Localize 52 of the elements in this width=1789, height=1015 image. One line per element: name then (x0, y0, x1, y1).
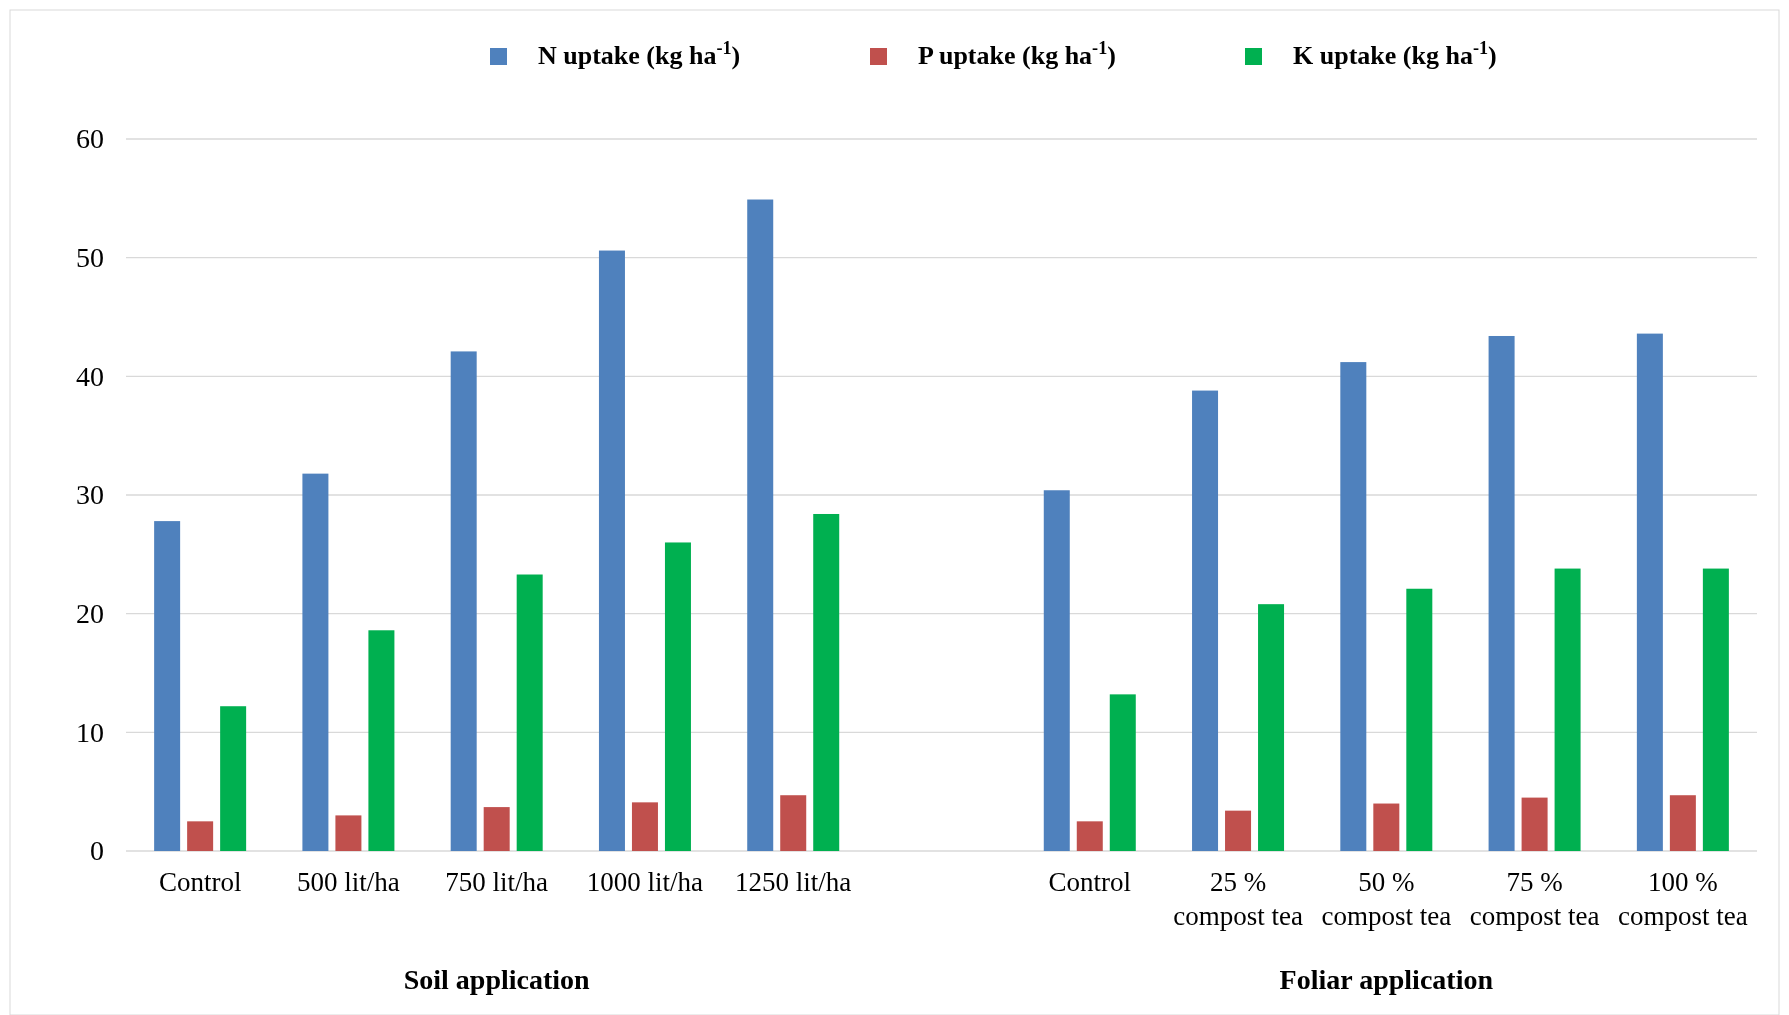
x-tick-label: 500 lit/ha (297, 867, 400, 897)
bar (780, 795, 807, 851)
y-tick-label: 60 (76, 123, 104, 155)
x-tick-label: 750 lit/ha (445, 867, 549, 897)
bar (1488, 335, 1515, 851)
y-tick-label: 30 (76, 479, 104, 511)
bar (1109, 694, 1136, 851)
bar (154, 521, 181, 851)
y-tick-label: 50 (76, 242, 104, 274)
bar (302, 473, 329, 851)
bar (483, 807, 510, 851)
bar (1521, 797, 1548, 851)
legend-label: P uptake (kg ha$^{-1}$) (918, 38, 1116, 70)
bar (1225, 810, 1252, 851)
bar (1702, 568, 1729, 851)
bar (1406, 588, 1433, 851)
bar (1192, 390, 1219, 851)
bar (335, 815, 362, 851)
x-tick-label: 1250 lit/ha (735, 867, 852, 897)
y-tick-label: 20 (76, 598, 104, 630)
bar (1340, 362, 1367, 851)
bar (1554, 568, 1581, 851)
bar (450, 351, 477, 851)
bar (1373, 803, 1400, 851)
bar (187, 821, 214, 851)
x-tick-label: 50 % compost tea (1321, 867, 1452, 931)
y-tick-label: 0 (90, 835, 104, 867)
bar (1636, 333, 1663, 851)
legend-label: K uptake (kg ha$^{-1}$) (1293, 38, 1497, 70)
bar (1076, 821, 1103, 851)
x-tick-label: 25 % compost tea (1173, 867, 1303, 931)
x-tick-label: Control (1048, 867, 1132, 897)
bar (1669, 795, 1696, 851)
bar (664, 542, 691, 851)
text: Soil application (403, 964, 591, 995)
bar (1258, 604, 1285, 851)
bar (1043, 490, 1070, 851)
x-tick-label: 1000 lit/ha (586, 867, 704, 897)
text: Foliar application (1279, 964, 1494, 995)
x-tick-label: 100 % compost tea (1618, 867, 1748, 931)
legend-label: N uptake (kg ha$^{-1}$) (538, 38, 741, 70)
y-tick-label: 40 (76, 360, 104, 392)
bar (368, 630, 395, 851)
bar (747, 199, 774, 851)
x-tick-label: 75 % compost tea (1469, 867, 1600, 931)
bar (813, 513, 840, 851)
bar (220, 706, 247, 851)
y-tick-label: 10 (76, 716, 104, 748)
bar (598, 250, 625, 851)
bar (631, 802, 658, 851)
bar (516, 574, 543, 851)
x-tick-label: Control (158, 867, 242, 897)
